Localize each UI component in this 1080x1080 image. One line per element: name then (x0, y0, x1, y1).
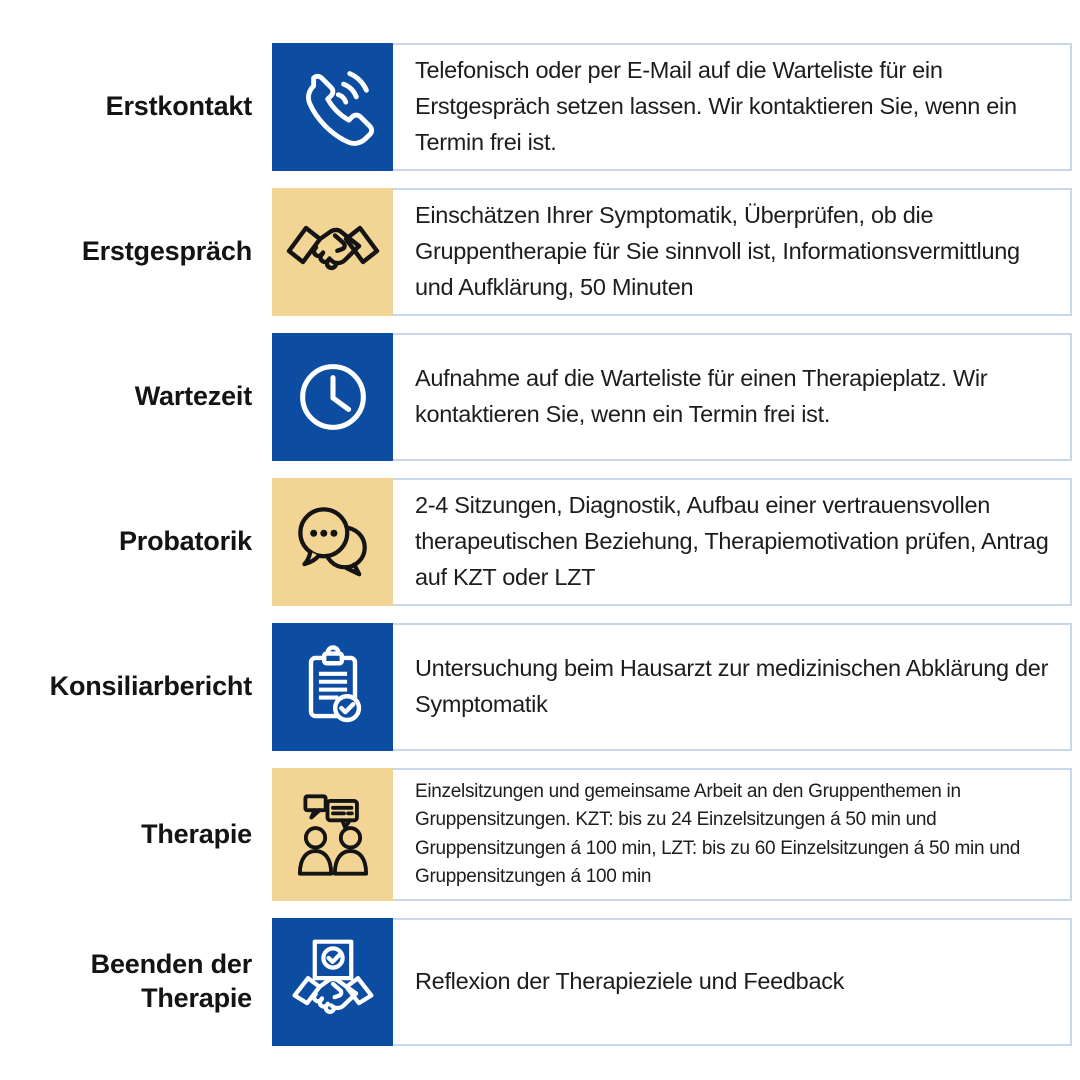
step-card: Einzelsitzungen und gemeinsame Arbeit an… (272, 768, 1072, 901)
process-step-row: Erstgespräch Einschätzen Ihrer Symptomat… (0, 188, 1080, 316)
therapy-process-diagram: Erstkontakt Telefonisch oder per E-Mail … (0, 43, 1080, 1046)
step-label: Probatorik (118, 526, 252, 557)
step-card: Einschätzen Ihrer Symptomatik, Überprüfe… (272, 188, 1072, 316)
step-description: Einzelsitzungen und gemeinsame Arbeit an… (415, 780, 1021, 888)
process-step-row: Probatorik 2-4 Sitzungen, Diagnostik, Au… (0, 478, 1080, 606)
step-card: Telefonisch oder per E-Mail auf die Wart… (272, 43, 1072, 171)
step-card: Untersuchung beim Hausarzt zur medizinis… (272, 623, 1072, 751)
handshake-certificate-icon (272, 918, 393, 1046)
process-step-row: Konsiliarbericht Untersuchung beim Hausa… (0, 623, 1080, 751)
step-card: Aufnahme auf die Warteliste für einen Th… (272, 333, 1072, 461)
people-chat-icon (272, 768, 393, 901)
chat-bubbles-icon (272, 478, 393, 606)
clipboard-check-icon (272, 623, 393, 751)
step-description: Untersuchung beim Hausarzt zur medizinis… (415, 655, 1049, 717)
step-card: Reflexion der Therapieziele und Feedback (272, 918, 1072, 1046)
step-description: 2-4 Sitzungen, Diagnostik, Aufbau einer … (415, 492, 1049, 590)
step-label: Wartezeit (134, 381, 252, 412)
process-step-row: Erstkontakt Telefonisch oder per E-Mail … (0, 43, 1080, 171)
step-label: Beenden der Therapie (90, 949, 253, 1013)
step-label: Erstgespräch (81, 236, 252, 267)
process-step-row: Beenden der Therapie Reflexion der Thera… (0, 918, 1080, 1046)
step-label: Therapie (141, 818, 252, 849)
phone-icon (272, 43, 393, 171)
handshake-icon (272, 188, 393, 316)
step-label: Konsiliarbericht (49, 671, 253, 702)
step-description: Einschätzen Ihrer Symptomatik, Überprüfe… (415, 202, 1020, 300)
step-label: Erstkontakt (105, 91, 253, 122)
step-description: Telefonisch oder per E-Mail auf die Wart… (415, 57, 1017, 155)
process-step-row: Wartezeit Aufnahme auf die Warteliste fü… (0, 333, 1080, 461)
clock-icon (272, 333, 393, 461)
process-step-row: Therapie Einzelsitzungen und gemeinsame … (0, 768, 1080, 901)
step-card: 2-4 Sitzungen, Diagnostik, Aufbau einer … (272, 478, 1072, 606)
step-description: Aufnahme auf die Warteliste für einen Th… (415, 365, 988, 427)
step-description: Reflexion der Therapieziele und Feedback (415, 968, 845, 995)
